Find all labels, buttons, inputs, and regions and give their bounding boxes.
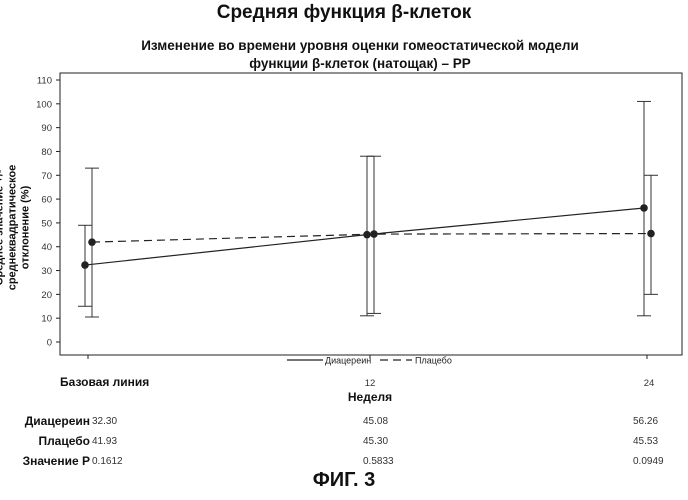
- table-cell: 45.53: [633, 436, 658, 447]
- y-tick-label: 40: [41, 242, 52, 253]
- table-cell: 32.30: [92, 416, 117, 427]
- table-cell: 45.08: [363, 416, 388, 427]
- y-tick-label: 50: [41, 218, 52, 229]
- table-cell: 0.5833: [363, 456, 394, 467]
- plot-frame: [60, 73, 682, 355]
- table-row-label-pvalue: Значение P: [0, 454, 90, 468]
- legend-label-diacerein: Диацереин: [325, 356, 371, 366]
- table-cell: 0.0949: [633, 456, 664, 467]
- x-tick-label: 24: [644, 378, 655, 389]
- data-point: [81, 261, 89, 269]
- y-tick-label: 0: [47, 338, 52, 349]
- y-tick-label: 10: [41, 314, 52, 325]
- table-row-label-placebo: Плацебо: [0, 434, 90, 448]
- table-cell: 56.26: [633, 416, 658, 427]
- x-tick-label: Базовая линия: [60, 375, 149, 389]
- y-tick-label: 20: [41, 290, 52, 301]
- y-tick-label: 110: [37, 76, 52, 87]
- y-tick-label: 80: [41, 147, 52, 158]
- line-chart: 0 10 20 30 40 50 60 70 80 90 100 110 Базовая линия 12…: [0, 0, 688, 420]
- y-tick-label: 100: [36, 99, 52, 110]
- y-tick-label: 70: [41, 171, 52, 182]
- data-point: [640, 204, 648, 212]
- data-point: [370, 230, 378, 238]
- figure-label: ФИГ. 3: [0, 469, 688, 492]
- x-tick-label: 12: [365, 378, 376, 389]
- table-cell: 41.93: [92, 436, 117, 447]
- data-point: [88, 238, 96, 246]
- x-axis-label: Неделя: [348, 390, 392, 404]
- legend-label-placebo: Плацебо: [415, 356, 452, 366]
- y-tick-label: 30: [41, 266, 52, 277]
- table-cell: 0.1612: [92, 456, 123, 467]
- data-point: [647, 230, 655, 238]
- y-tick-label: 90: [41, 123, 52, 134]
- table-row-label-diacerein: Диацереин: [0, 414, 90, 428]
- y-tick-label: 60: [41, 195, 52, 206]
- table-cell: 45.30: [363, 436, 388, 447]
